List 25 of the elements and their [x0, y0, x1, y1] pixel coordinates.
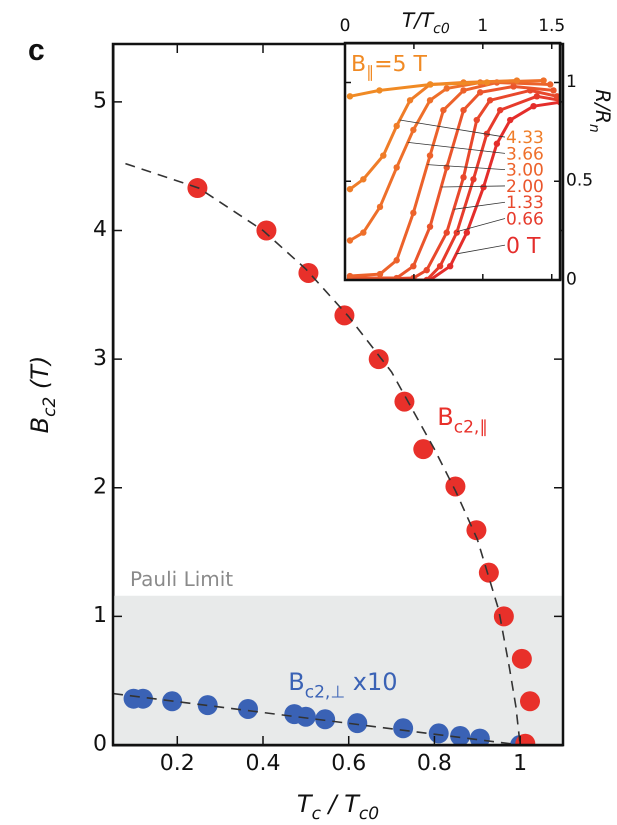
y-tick-label: 4	[93, 217, 107, 242]
x-tick-label: 0	[340, 16, 350, 36]
chart-title: c	[28, 34, 45, 67]
x-tick-label: 1	[513, 750, 528, 776]
y-tick-label: 3	[93, 346, 107, 371]
text: 0.66	[506, 210, 544, 230]
band-label: Pauli Limit	[130, 566, 234, 591]
x-tick-label: 1.5	[538, 16, 566, 36]
y-tick-label: 1	[566, 72, 577, 92]
x-tick-label: 0.2	[160, 750, 195, 776]
y-tick-label: 2	[93, 474, 107, 500]
x-tick-label: 0.4	[246, 750, 280, 776]
x-tick-label: 1	[477, 16, 488, 36]
y-tick-label: 5	[93, 88, 107, 114]
series-label: 0 T	[506, 234, 541, 259]
x-tick-label: 0.6	[331, 750, 366, 776]
x-tick-label: 0.8	[416, 750, 452, 776]
y-tick-label: 0	[93, 732, 107, 757]
y-tick-label: 1	[93, 603, 107, 628]
y-tick-label: 0	[566, 269, 577, 290]
series-label: B∥=5 T	[351, 52, 428, 82]
y-axis-title: Bc2 (T)	[26, 356, 60, 434]
text: 4.33	[506, 128, 544, 148]
y-tick-label: 0.5	[566, 170, 594, 191]
y-axis-title: R/Rn	[586, 89, 615, 133]
